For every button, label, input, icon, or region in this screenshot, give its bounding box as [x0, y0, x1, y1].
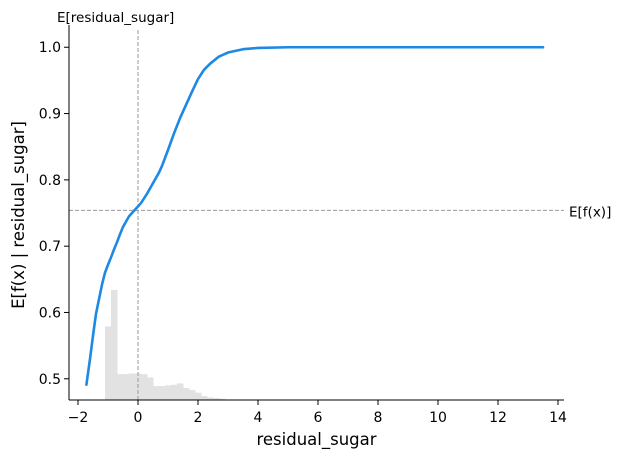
- y-tick-label: 0.7: [39, 239, 61, 255]
- x-tick-label: 8: [374, 410, 383, 426]
- histogram-bar: [195, 392, 202, 400]
- y-tick-label: 1.0: [39, 40, 61, 56]
- x-tick-label: 6: [314, 410, 323, 426]
- histogram-bar: [123, 374, 130, 400]
- histogram: [105, 289, 226, 400]
- y-tick-label: 0.5: [39, 372, 61, 388]
- x-tick-label: 4: [254, 410, 263, 426]
- y-axis-label: E[f(x) | residual_sugar]: [9, 121, 29, 309]
- histogram-bar: [141, 374, 148, 400]
- x-tick-label: 10: [429, 410, 447, 426]
- histogram-bar: [105, 326, 112, 400]
- histogram-bar: [213, 398, 220, 400]
- x-tick-label: 12: [489, 410, 507, 426]
- histogram-bar: [183, 388, 190, 400]
- histogram-bar: [165, 385, 172, 400]
- x-tick-label: −2: [68, 410, 89, 426]
- x-ticks: −2 0 2 4 6 8 10 12 14: [68, 400, 567, 426]
- y-ticks: 0.5 0.6 0.7 0.8 0.9 1.0: [39, 40, 69, 388]
- y-tick-label: 0.8: [39, 173, 61, 189]
- histogram-bar: [189, 390, 196, 400]
- histogram-bar: [171, 384, 178, 400]
- x-tick-label: 0: [134, 410, 143, 426]
- y-tick-label: 0.9: [39, 107, 61, 123]
- dependence-curve: [85, 45, 545, 387]
- y-tick-label: 0.6: [39, 305, 61, 321]
- histogram-bar: [219, 398, 226, 400]
- histogram-bar: [117, 374, 124, 400]
- histogram-bar: [159, 386, 166, 400]
- x-tick-label: 14: [549, 410, 567, 426]
- histogram-bar: [153, 386, 160, 400]
- expected-feature-value-label: E[residual_sugar]: [57, 10, 174, 26]
- histogram-bar: [207, 397, 214, 400]
- histogram-bar: [177, 383, 184, 400]
- axes: −2 0 2 4 6 8 10 12 14 0.5 0.6 0.7 0.8 0.9 1.0: [39, 25, 567, 426]
- x-tick-label: 2: [194, 410, 203, 426]
- histogram-bar: [147, 377, 154, 400]
- histogram-bar: [201, 396, 208, 400]
- expected-model-output-label: E[f(x)]: [569, 204, 611, 220]
- histogram-bar: [111, 289, 118, 400]
- histogram-bar: [129, 373, 136, 400]
- x-axis-label: residual_sugar: [256, 430, 376, 450]
